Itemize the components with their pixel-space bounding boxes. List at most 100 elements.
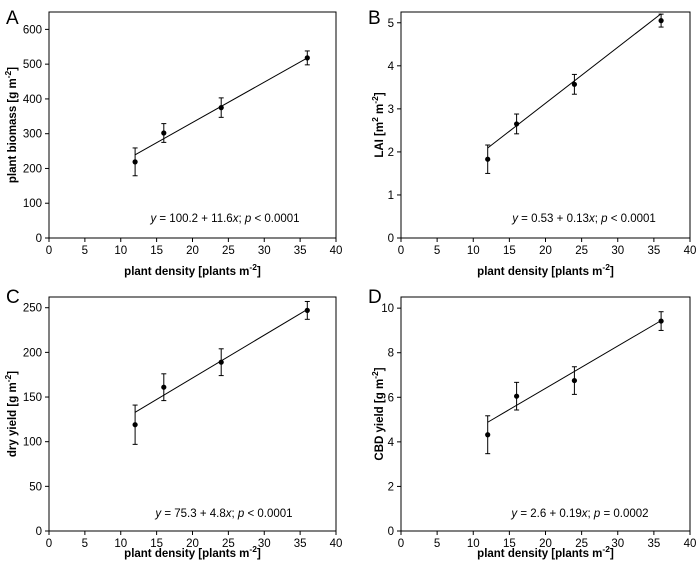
eq-p-value: < 0.0001	[244, 508, 292, 520]
data-point	[485, 432, 491, 438]
y-tick-label: 500	[23, 59, 42, 71]
data-point	[161, 130, 167, 136]
x-axis-title-sup: -2	[249, 544, 257, 554]
x-axis-title-sup: -2	[602, 544, 610, 554]
x-tick-label: 40	[684, 245, 697, 257]
y-tick-label: 100	[23, 198, 42, 210]
eq-p: p	[600, 213, 608, 225]
x-tick-label: 30	[611, 245, 624, 257]
x-axis-title-end: ]	[610, 548, 614, 560]
data-point	[161, 384, 167, 390]
x-tick-label: 35	[647, 245, 660, 257]
panel-letter: A	[6, 8, 19, 29]
y-axis-title-end: ]	[374, 92, 386, 96]
plot-frame	[48, 11, 337, 239]
x-axis-title-text: plant density [plants m	[124, 266, 249, 278]
y-axis-title-sup2: -2	[370, 96, 380, 104]
eq-p-value: = 0.0002	[600, 508, 648, 520]
y-tick-label: 100	[23, 437, 42, 449]
y-tick-label: 300	[23, 129, 42, 141]
eq-rhs: = 75.3 + 4.8	[161, 508, 226, 520]
x-tick-label: 30	[258, 245, 271, 257]
x-tick-label: 30	[611, 538, 624, 550]
x-tick-label: 10	[114, 538, 127, 550]
data-point	[132, 422, 138, 428]
y-tick-label: 400	[23, 94, 42, 106]
data-point	[218, 105, 224, 111]
eq-lhs: y	[154, 508, 162, 520]
eq-sep: ;	[232, 508, 238, 520]
x-axis-title-end: ]	[610, 266, 614, 278]
eq-var: x	[232, 213, 240, 225]
eq-rhs: = 0.53 + 0.13	[518, 213, 589, 225]
x-tick-label: 10	[467, 538, 480, 550]
y-tick-label: 150	[23, 392, 42, 404]
y-tick-label: 200	[23, 163, 42, 175]
y-tick-label: 2	[388, 481, 394, 493]
data-point	[514, 393, 520, 399]
x-tick-label: 20	[186, 538, 199, 550]
eq-lhs: y	[510, 508, 518, 520]
regression-equation: y = 0.53 + 0.13x; p < 0.0001	[511, 213, 656, 225]
eq-p-value: < 0.0001	[251, 213, 299, 225]
data-point	[304, 307, 310, 313]
regression-equation: y = 100.2 + 11.6x; p < 0.0001	[149, 213, 299, 225]
y-tick-label: 5	[388, 18, 394, 30]
plot-frame	[48, 296, 337, 532]
y-tick-label: 4	[388, 437, 395, 449]
panel-b: B 0 5 10 15 20 25 30 35 40 0 1 2 3 4 5 plant density [pl…	[368, 8, 696, 278]
x-tick-label: 35	[647, 538, 660, 550]
y-tick-label: 2	[388, 147, 394, 159]
y-axis-title-mid: m	[374, 104, 386, 117]
eq-var: x	[581, 508, 589, 520]
data-point	[658, 318, 664, 324]
y-axis-title-end: ]	[7, 67, 19, 71]
y-axis-title-text: plant biomass [g m	[7, 78, 19, 183]
x-tick-label: 35	[294, 245, 307, 257]
x-tick-label: 25	[222, 538, 235, 550]
x-tick-label: 10	[467, 245, 480, 257]
plot-frame	[400, 296, 691, 532]
x-tick-label: 0	[398, 245, 404, 257]
y-axis-title-end: ]	[374, 367, 386, 371]
x-tick-label: 40	[330, 245, 343, 257]
x-tick-label: 0	[398, 538, 404, 550]
x-axis-title-sup: -2	[602, 262, 610, 272]
data-point	[658, 18, 664, 24]
data-point	[514, 121, 520, 127]
y-tick-label: 0	[36, 526, 42, 538]
y-axis-title-end: ]	[7, 371, 19, 375]
panel-letter: B	[368, 8, 381, 29]
x-tick-label: 35	[294, 538, 307, 550]
plot-frame	[400, 11, 691, 239]
panel-c: C 0 5 10 15 20 25 30 35 40 0 50 100 150 200 250 plant de…	[3, 287, 342, 560]
eq-p-value: < 0.0001	[608, 213, 656, 225]
x-axis-title-end: ]	[257, 266, 261, 278]
panel-letter: C	[6, 287, 20, 308]
x-tick-label: 10	[114, 245, 127, 257]
y-tick-label: 0	[388, 526, 394, 538]
eq-lhs: y	[511, 213, 519, 225]
eq-var: x	[588, 213, 596, 225]
y-tick-label: 8	[388, 348, 394, 360]
y-tick-label: 50	[29, 481, 42, 493]
x-tick-label: 20	[186, 245, 199, 257]
data-point	[485, 156, 491, 162]
eq-p: p	[237, 508, 245, 520]
eq-var: x	[225, 508, 233, 520]
y-axis-title-text: LAI [m	[374, 122, 386, 158]
y-tick-label: 4	[388, 61, 395, 73]
x-tick-label: 20	[539, 538, 552, 550]
eq-sep: ;	[238, 213, 244, 225]
data-point	[304, 55, 310, 61]
x-tick-label: 20	[539, 245, 552, 257]
eq-rhs: = 100.2 + 11.6	[156, 213, 233, 225]
x-tick-label: 15	[503, 538, 516, 550]
y-tick-label: 250	[23, 303, 42, 315]
x-axis-title-text: plant density [plants m	[477, 548, 602, 560]
eq-p: p	[593, 508, 601, 520]
x-tick-label: 0	[46, 245, 52, 257]
x-tick-label: 40	[684, 538, 697, 550]
y-tick-label: 0	[388, 233, 394, 245]
